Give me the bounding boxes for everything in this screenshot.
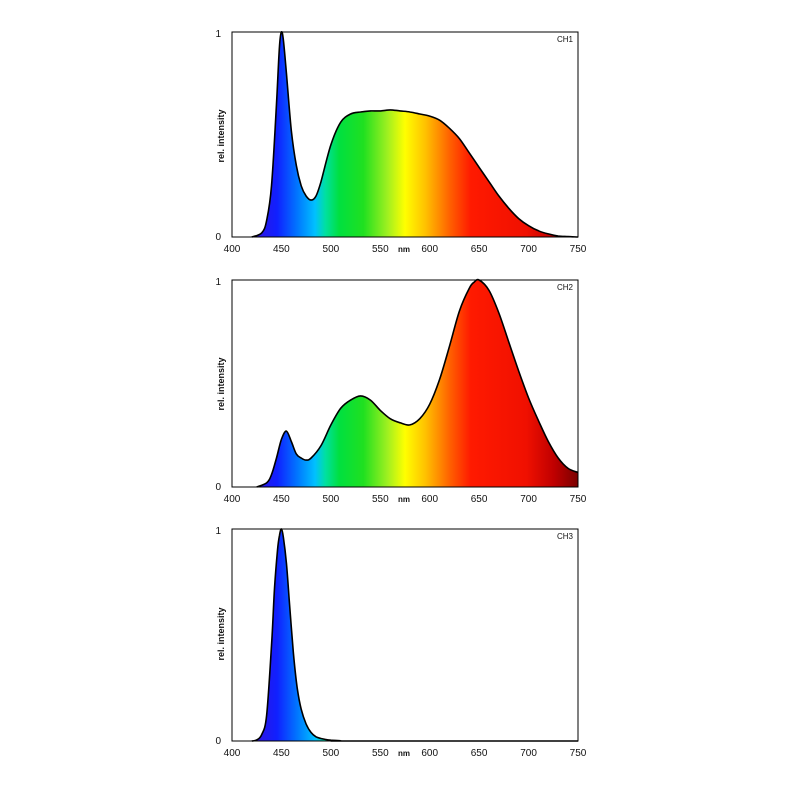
x-tick-label: 650 — [471, 748, 488, 759]
plot-frame — [231, 31, 579, 238]
x-tick-label: 700 — [520, 748, 537, 759]
x-tick-label: 650 — [471, 244, 488, 255]
plot-frame — [231, 279, 579, 488]
x-axis-ticks: 400 450 500 550 600 650 700 750 — [224, 748, 587, 759]
x-axis-unit: nm — [398, 495, 410, 504]
y-axis-label: rel. intensity — [216, 357, 226, 410]
x-tick-label: 450 — [273, 494, 290, 505]
spectrum-line — [256, 278, 579, 488]
chart-panel-ch3: rel. intensity 1 0 CH3 400 450 500 550 600 65… — [215, 526, 586, 759]
x-tick-label: 700 — [520, 494, 537, 505]
x-tick-label: 750 — [570, 748, 587, 759]
chart-panel-ch1: rel. intensity 1 0 CH1 400 450 500 550 600 65… — [215, 29, 586, 255]
x-tick-label: 600 — [421, 244, 438, 255]
x-tick-label: 400 — [224, 494, 241, 505]
y-tick-label: 1 — [215, 526, 221, 537]
channel-label: CH3 — [557, 532, 574, 541]
x-tick-label: 600 — [421, 748, 438, 759]
chart-panel-ch2: rel. intensity 1 0 CH2 400 450 500 550 600 65… — [215, 277, 586, 505]
x-tick-label: 700 — [520, 244, 537, 255]
y-tick-label: 0 — [215, 232, 221, 243]
x-tick-label: 550 — [372, 494, 389, 505]
x-axis-unit: nm — [398, 749, 410, 758]
x-tick-label: 400 — [224, 748, 241, 759]
x-axis-unit: nm — [398, 245, 410, 254]
spectrum-line — [251, 30, 579, 238]
spectrum-line — [251, 528, 578, 742]
y-tick-label: 1 — [215, 29, 221, 40]
x-tick-label: 400 — [224, 244, 241, 255]
x-axis-ticks: 400 450 500 550 600 650 700 750 — [224, 244, 587, 255]
x-tick-label: 500 — [323, 748, 340, 759]
plot-frame — [231, 528, 579, 742]
channel-label: CH1 — [557, 35, 574, 44]
x-tick-label: 450 — [273, 244, 290, 255]
x-tick-label: 600 — [421, 494, 438, 505]
channel-label: CH2 — [557, 283, 574, 292]
x-tick-label: 450 — [273, 748, 290, 759]
x-tick-label: 500 — [323, 494, 340, 505]
x-tick-label: 650 — [471, 494, 488, 505]
y-axis-label: rel. intensity — [216, 109, 226, 162]
y-tick-label: 1 — [215, 277, 221, 288]
y-axis-label: rel. intensity — [216, 607, 226, 660]
y-tick-label: 0 — [215, 482, 221, 493]
x-tick-label: 750 — [570, 244, 587, 255]
x-axis-ticks: 400 450 500 550 600 650 700 750 — [224, 494, 587, 505]
x-tick-label: 550 — [372, 748, 389, 759]
y-tick-label: 0 — [215, 736, 221, 747]
spectrum-area — [251, 31, 579, 237]
spectrum-area — [256, 279, 578, 487]
x-tick-label: 500 — [323, 244, 340, 255]
x-tick-label: 550 — [372, 244, 389, 255]
x-tick-label: 750 — [570, 494, 587, 505]
